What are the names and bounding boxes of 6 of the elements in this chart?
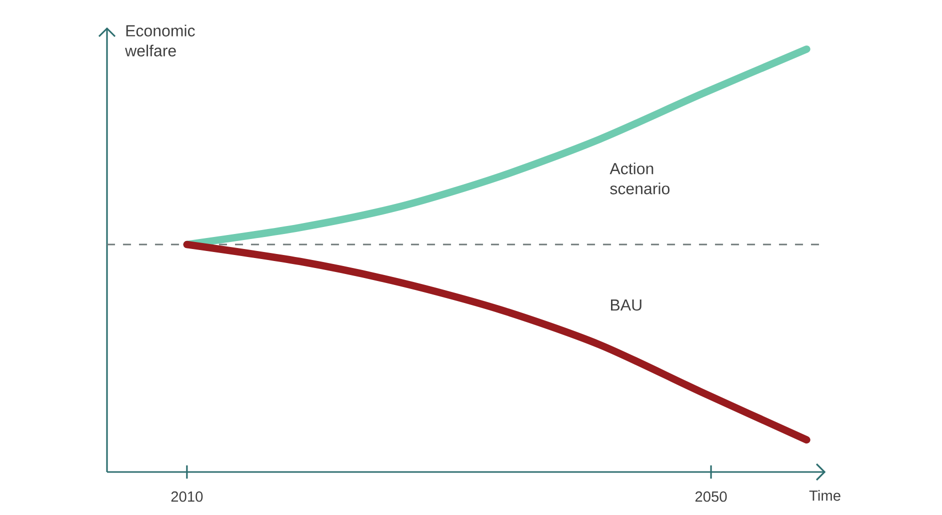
series-label: Action scenario [610, 162, 670, 194]
x-tick-label: 2050 [695, 491, 727, 502]
x-axis-title: Time [809, 490, 840, 501]
y-axis-title: Economic welfare [125, 24, 195, 56]
text: BAU [611, 300, 642, 311]
x-tick-label: 2010 [171, 491, 203, 502]
